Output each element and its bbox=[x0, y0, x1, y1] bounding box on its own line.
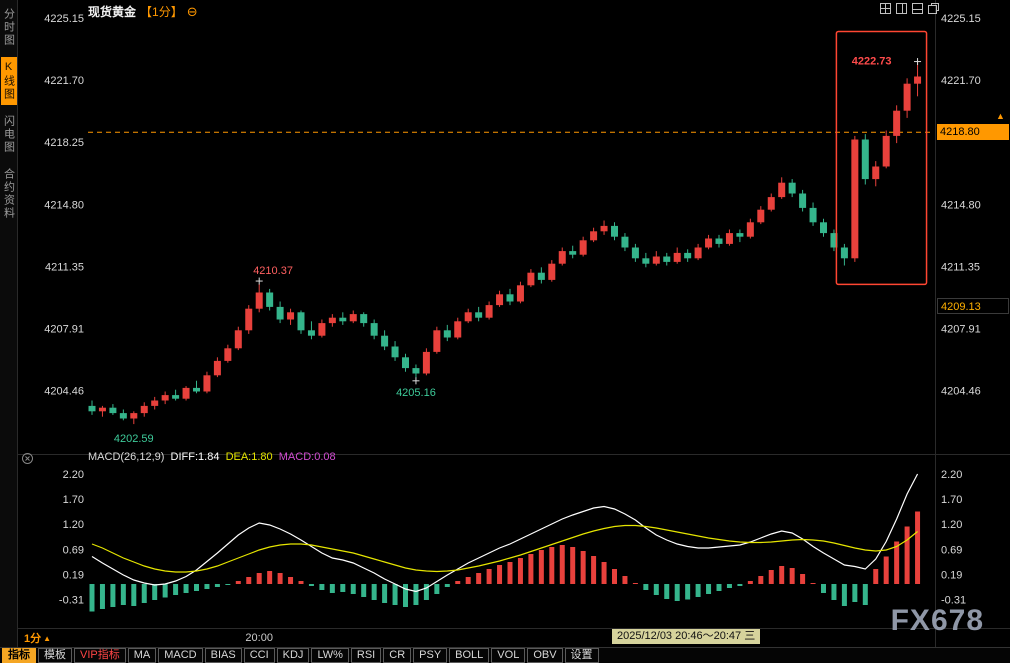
menu-item-template[interactable]: 模板 bbox=[38, 648, 72, 663]
timeframe-badge[interactable]: 1分 ▲ bbox=[24, 630, 51, 646]
macd-header-diff: DIFF:1.84 bbox=[170, 451, 226, 463]
svg-text:0.19: 0.19 bbox=[63, 570, 84, 582]
svg-text:4222.73: 4222.73 bbox=[852, 56, 892, 68]
svg-text:4221.70: 4221.70 bbox=[941, 75, 981, 87]
menu-item-vip-indicator[interactable]: VIP指标 bbox=[74, 648, 126, 663]
menu-item-ma[interactable]: MA bbox=[127, 648, 157, 663]
price-axis: 4225.15 4221.70 4218.25 4214.80 4211.35 4207.… bbox=[44, 13, 981, 397]
svg-text:1.70: 1.70 bbox=[941, 494, 962, 506]
chevron-up-icon: ▲ bbox=[43, 633, 52, 643]
svg-text:4204.46: 4204.46 bbox=[44, 385, 84, 397]
main-chart-canvas[interactable]: 4210.37 4205.16 4202.59 4222.73 4225.15 4221.… bbox=[0, 0, 1010, 647]
chart-titlebar: 现货黄金 【1分】 ⊖ bbox=[88, 3, 198, 20]
svg-text:-0.31: -0.31 bbox=[941, 595, 966, 607]
horizontal-split-icon[interactable] bbox=[911, 2, 924, 15]
cascade-windows-icon[interactable] bbox=[927, 2, 940, 15]
timeframe-label: 【1分】 bbox=[140, 5, 183, 19]
macd-dea-line bbox=[91, 524, 918, 573]
price-axis-separator bbox=[935, 0, 936, 647]
macd-header-dea: DEA:1.80 bbox=[225, 451, 279, 463]
time-axis: 20:00 bbox=[245, 632, 273, 644]
menu-item-indicator[interactable]: 指标 bbox=[2, 648, 36, 663]
highlight-box bbox=[835, 30, 928, 286]
menu-item-boll[interactable]: BOLL bbox=[449, 648, 490, 663]
vertical-split-icon[interactable] bbox=[895, 2, 908, 15]
prev-close-tag: 4209.13 bbox=[937, 298, 1009, 314]
macd-histogram bbox=[89, 511, 921, 612]
sidebar-item-kline[interactable]: K线图 bbox=[0, 57, 17, 105]
window-layout-controls bbox=[879, 2, 940, 15]
svg-text:20:00: 20:00 bbox=[245, 632, 273, 644]
sidebar-item-lightning[interactable]: 闪电图 bbox=[2, 115, 15, 154]
svg-text:4202.59: 4202.59 bbox=[114, 433, 154, 445]
svg-text:1.20: 1.20 bbox=[941, 519, 962, 531]
chart-type-sidebar: 分时图 K线图闪电图合约资料 bbox=[0, 0, 18, 647]
macd-header-params: MACD(26,12,9) bbox=[88, 451, 171, 463]
macd-panel-separator bbox=[18, 454, 1010, 455]
menu-item-rsi[interactable]: RSI bbox=[350, 648, 382, 663]
menu-item-cr[interactable]: CR bbox=[383, 648, 412, 663]
svg-text:4210.37: 4210.37 bbox=[253, 265, 293, 277]
svg-text:2.20: 2.20 bbox=[63, 469, 84, 481]
menu-item-kdj[interactable]: KDJ bbox=[276, 648, 310, 663]
menu-item-cci[interactable]: CCI bbox=[243, 648, 275, 663]
timeframe-badge-label: 1分 bbox=[24, 633, 42, 645]
svg-text:1.70: 1.70 bbox=[63, 494, 84, 506]
price-annotations: 4210.37 4205.16 4202.59 4222.73 bbox=[114, 56, 922, 445]
svg-text:4211.35: 4211.35 bbox=[45, 261, 84, 273]
svg-text:1.20: 1.20 bbox=[63, 519, 84, 531]
svg-text:4221.70: 4221.70 bbox=[44, 75, 84, 87]
menu-item-psy[interactable]: PSY bbox=[413, 648, 448, 663]
last-price-tag: 4218.80 bbox=[937, 124, 1009, 140]
indicator-close-icon[interactable] bbox=[21, 452, 34, 465]
svg-text:4207.91: 4207.91 bbox=[44, 323, 84, 335]
indicator-menubar: 指标 模板 VIP指标 MA MACD BIAS CCI KDJ LW% RSI CR PSY BOLL… bbox=[0, 647, 1010, 663]
svg-text:4205.16: 4205.16 bbox=[396, 387, 436, 399]
candlestick-series bbox=[88, 61, 922, 425]
macd-header-macd: MACD:0.08 bbox=[278, 451, 336, 463]
svg-text:4211.35: 4211.35 bbox=[941, 261, 980, 273]
zoom-out-icon[interactable]: ⊖ bbox=[186, 3, 198, 19]
menu-item-lw[interactable]: LW% bbox=[311, 648, 349, 663]
axis-scroll-up-icon[interactable]: ▲ bbox=[996, 111, 1005, 121]
menu-item-vol[interactable]: VOL bbox=[491, 648, 526, 663]
svg-text:4207.91: 4207.91 bbox=[941, 323, 981, 335]
watermark: FX678 bbox=[890, 604, 984, 637]
menu-item-settings[interactable]: 设置 bbox=[564, 648, 599, 663]
quad-grid-icon[interactable] bbox=[879, 2, 892, 15]
svg-text:4225.15: 4225.15 bbox=[941, 13, 981, 25]
macd-diff-line bbox=[91, 473, 919, 593]
svg-text:4204.46: 4204.46 bbox=[941, 385, 981, 397]
menu-item-bias[interactable]: BIAS bbox=[204, 648, 242, 663]
macd-axis: 2.20 2.20 1.70 1.70 1.20 1.20 0.69 0.69 0.19 0.19… bbox=[59, 469, 966, 607]
time-axis-separator bbox=[18, 628, 1010, 629]
svg-text:0.69: 0.69 bbox=[941, 545, 962, 557]
svg-text:2.20: 2.20 bbox=[941, 469, 962, 481]
symbol-name: 现货黄金 bbox=[88, 5, 137, 19]
macd-header: MACD(26,12,9) DIFF:1.84 DEA:1.80 MACD:0.… bbox=[88, 451, 336, 463]
svg-text:-0.31: -0.31 bbox=[59, 595, 84, 607]
svg-text:0.69: 0.69 bbox=[63, 545, 84, 557]
svg-text:4225.15: 4225.15 bbox=[44, 13, 84, 25]
menu-item-macd[interactable]: MACD bbox=[158, 648, 203, 663]
svg-text:0.19: 0.19 bbox=[941, 570, 962, 582]
svg-text:4214.80: 4214.80 bbox=[44, 199, 84, 211]
sidebar-item-contract-info[interactable]: 合约资料 bbox=[2, 168, 15, 220]
svg-text:4218.25: 4218.25 bbox=[44, 137, 84, 149]
svg-text:4214.80: 4214.80 bbox=[941, 199, 981, 211]
date-range-badge: 2025/12/03 20:46～20:47 三 bbox=[612, 629, 761, 644]
sidebar-item-time-share[interactable]: 分时图 bbox=[2, 8, 15, 47]
menu-item-obv[interactable]: OBV bbox=[527, 648, 563, 663]
